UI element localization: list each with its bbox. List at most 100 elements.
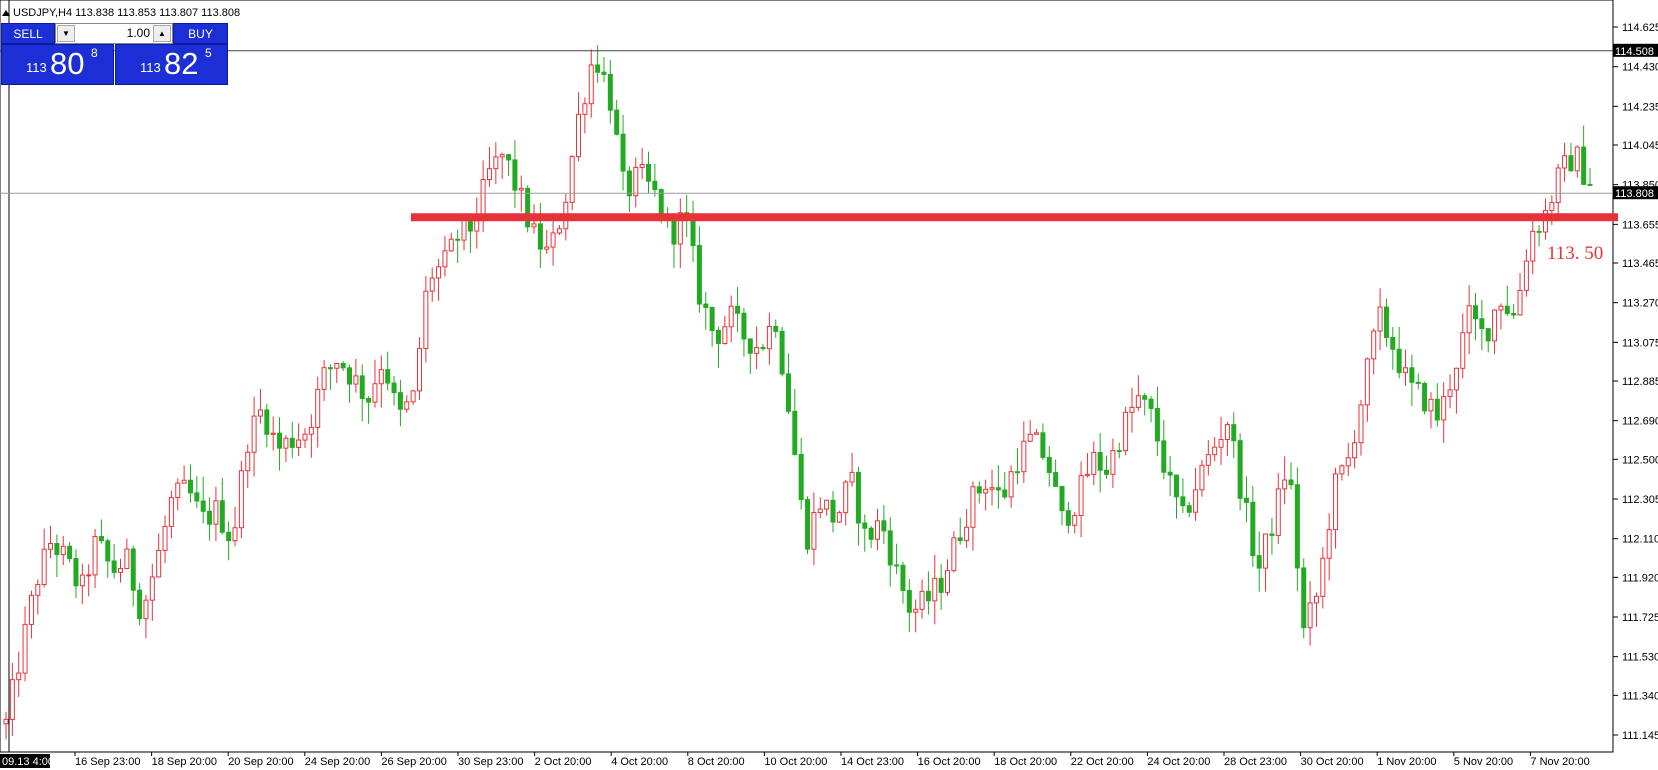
candle: [232, 506, 238, 547]
lot-decrease-icon[interactable]: ▼: [57, 25, 75, 42]
candle: [970, 481, 976, 551]
buy-price-sup: 5: [205, 46, 212, 60]
candle: [213, 486, 219, 542]
candle: [340, 361, 346, 372]
price-label-text: 114.508: [1615, 46, 1654, 58]
candle: [811, 492, 817, 566]
candle: [1371, 328, 1377, 375]
candle: [137, 583, 143, 626]
candle: [938, 563, 944, 610]
candle: [1180, 478, 1186, 513]
buy-button[interactable]: BUY: [173, 23, 228, 44]
x-tick-label: 18 Oct 20:00: [994, 756, 1057, 768]
candle: [1084, 452, 1090, 478]
candle: [404, 395, 410, 413]
candle: [442, 235, 448, 277]
candle: [932, 554, 938, 625]
candle: [410, 390, 416, 406]
candle: [257, 388, 263, 424]
candle: [983, 479, 989, 511]
candle: [1536, 225, 1542, 247]
candle: [35, 579, 41, 615]
candle: [486, 146, 492, 188]
sell-price-button[interactable]: 113 80 8: [1, 44, 114, 85]
candle: [1383, 298, 1389, 347]
candle: [1568, 142, 1574, 172]
candle: [372, 359, 378, 408]
candle: [1422, 381, 1428, 415]
candle: [760, 343, 766, 351]
candle: [1135, 375, 1141, 412]
candle: [1021, 421, 1027, 483]
y-tick-label: 111.340: [1622, 690, 1658, 702]
y-tick-label: 111.725: [1622, 612, 1658, 624]
x-tick-label: 10 Oct 20:00: [764, 756, 827, 768]
candle: [347, 364, 353, 403]
x-tick-label: 28 Oct 23:00: [1224, 756, 1287, 768]
candle: [1485, 328, 1491, 353]
candle: [709, 306, 715, 347]
candle: [238, 460, 244, 539]
lot-size-value[interactable]: 1.00: [126, 26, 150, 40]
candle: [715, 326, 721, 368]
candle: [1466, 285, 1472, 355]
sell-button[interactable]: SELL: [1, 23, 55, 44]
collapse-triangle-icon[interactable]: [2, 10, 10, 16]
candle: [1441, 382, 1447, 444]
candle: [595, 45, 601, 83]
time-axis[interactable]: 16 Sep 23:00 18 Sep 20:00 20 Sep 20:00 24 S…: [74, 752, 1590, 768]
candle: [1390, 327, 1396, 370]
candle: [315, 376, 321, 448]
candle: [951, 531, 957, 573]
candle: [1403, 349, 1409, 386]
candle: [1186, 501, 1192, 518]
candle: [67, 542, 73, 563]
candle: [334, 362, 340, 384]
candle: [118, 558, 124, 583]
lot-size-field[interactable]: ▼ 1.00 ▲: [55, 23, 173, 44]
buy-price-button[interactable]: 113 82 5: [115, 44, 228, 85]
candle: [1174, 474, 1180, 519]
candle: [792, 388, 798, 456]
lot-increase-icon[interactable]: ▲: [153, 25, 171, 42]
y-tick-label: 111.145: [1622, 730, 1658, 742]
candle: [894, 543, 900, 575]
candle: [849, 452, 855, 487]
candle: [378, 355, 384, 408]
candle: [976, 481, 982, 504]
candle: [1034, 428, 1040, 435]
candle: [1040, 423, 1046, 461]
candle: [1504, 285, 1510, 317]
candle: [1555, 163, 1561, 218]
sell-price-big: 80: [50, 46, 85, 81]
candle: [1199, 459, 1205, 497]
x-tick-label: 30 Sep 23:00: [458, 756, 523, 768]
candle: [60, 536, 66, 566]
candle: [1014, 448, 1020, 485]
candle: [773, 319, 779, 338]
support-level-line[interactable]: [411, 213, 1618, 222]
candle: [1282, 456, 1288, 505]
candle: [1447, 374, 1453, 409]
candle: [1581, 125, 1587, 185]
candle: [995, 465, 1001, 509]
candle: [525, 185, 531, 233]
candle: [1059, 485, 1065, 526]
candle: [1288, 462, 1294, 490]
candle: [1275, 472, 1281, 545]
candle: [207, 497, 213, 541]
candle: [1472, 292, 1478, 341]
x-tick-label: 30 Oct 20:00: [1301, 756, 1364, 768]
candle: [1396, 326, 1402, 379]
candle: [1339, 464, 1345, 481]
candle: [264, 403, 270, 448]
candle: [1345, 443, 1351, 477]
candle: [327, 364, 333, 390]
candle: [900, 561, 906, 604]
candle: [219, 477, 225, 535]
y-tick-label: 114.235: [1622, 101, 1658, 113]
x-tick-label: 8 Oct 20:00: [688, 756, 745, 768]
price-axis[interactable]: 114.625 114.430 114.235 114.045 113.850 113.6…: [1613, 22, 1658, 742]
candle: [98, 519, 104, 544]
